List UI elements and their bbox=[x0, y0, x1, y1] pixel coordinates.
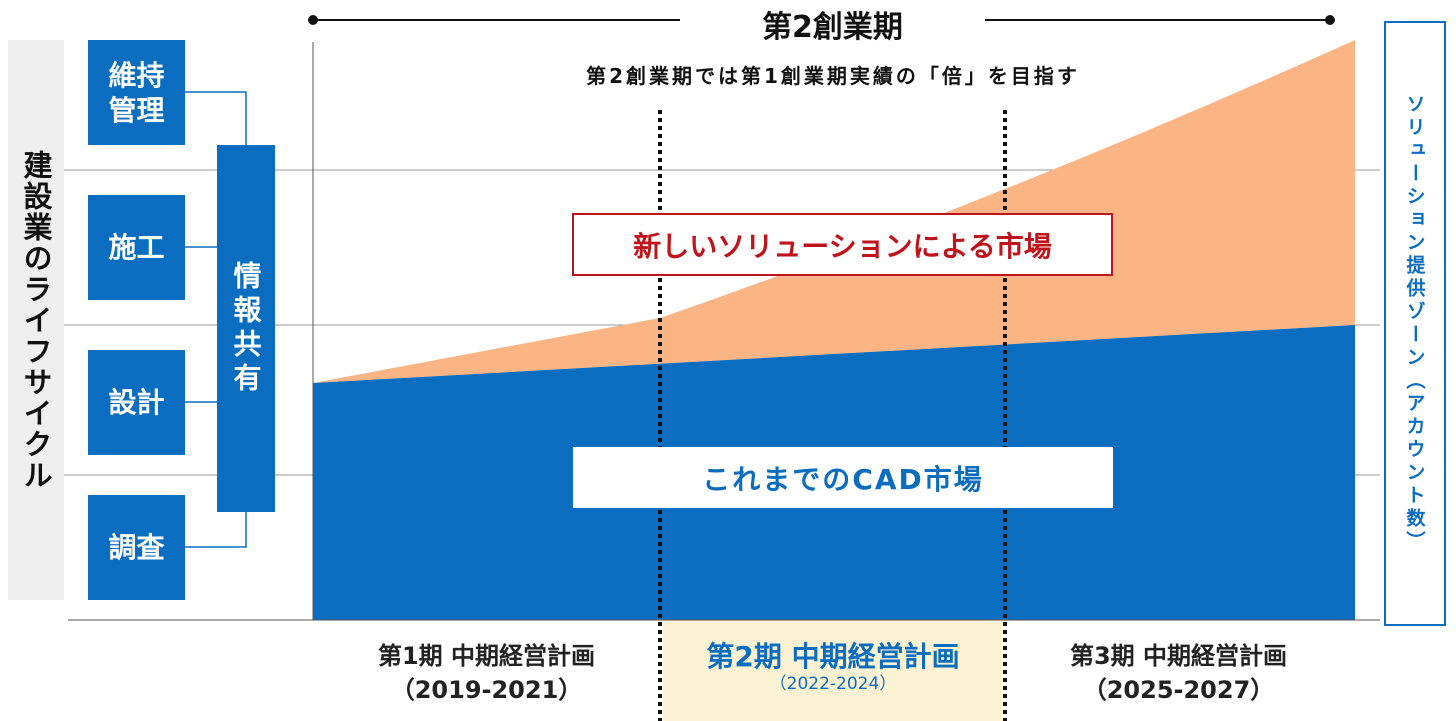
period-name: 第3期 中期経営計画 bbox=[1069, 642, 1288, 670]
bracket-dot bbox=[1325, 15, 1335, 25]
bracket-dot bbox=[308, 15, 318, 25]
new-market-label: 新しいソリューションによる市場 bbox=[572, 213, 1113, 276]
title: 第2創業期 bbox=[762, 10, 903, 45]
axis-label: ソリューション提供ゾーン（アカウント数） bbox=[1403, 93, 1426, 554]
period-highlight bbox=[663, 620, 1003, 721]
period-name: 第1期 中期経営計画 bbox=[377, 642, 596, 670]
stage: 施工 bbox=[88, 195, 185, 300]
period: 第2期 中期経営計画 （2022-2024） bbox=[663, 640, 1003, 694]
lifecycle-band bbox=[8, 40, 64, 600]
axis-label-box bbox=[1384, 21, 1446, 626]
new-market-area bbox=[313, 40, 1355, 383]
lifecycle-label: 建設業のライフサイクル bbox=[19, 149, 53, 491]
period-dividers bbox=[658, 110, 1007, 721]
subtitle: 第2創業期では第1創業期実績の「倍」を目指す bbox=[586, 64, 1080, 88]
period: 第1期 中期経営計画 （2019-2021） bbox=[313, 640, 660, 707]
cad-market-label: これまでのCAD市場 bbox=[573, 447, 1113, 508]
stage: 調査 bbox=[88, 495, 185, 600]
period-years: （2022-2024） bbox=[769, 673, 897, 694]
period-years: （2019-2021） bbox=[390, 675, 583, 704]
period-name: 第2期 中期経営計画 bbox=[706, 640, 960, 673]
shared-box: 情報共有 bbox=[217, 145, 275, 512]
stage: 維持管理 bbox=[88, 40, 185, 145]
period-years: （2025-2027） bbox=[1082, 675, 1275, 704]
stage: 設計 bbox=[88, 350, 185, 455]
period: 第3期 中期経営計画 （2025-2027） bbox=[1005, 640, 1352, 707]
connectors bbox=[185, 91, 247, 548]
